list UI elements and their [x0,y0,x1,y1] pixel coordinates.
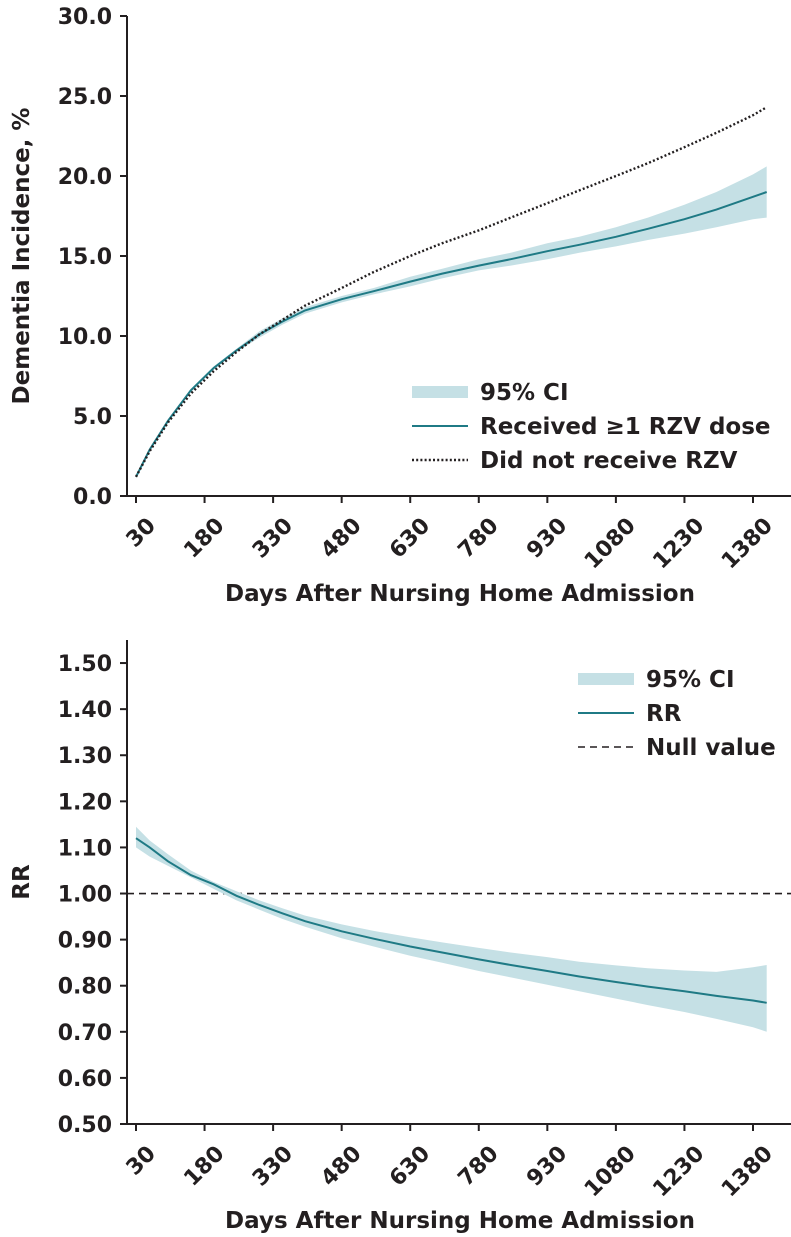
legend: 95% CI Received ≥1 RZV dose Did not receiv… [412,380,771,474]
x-tick-label: 30 [122,1141,161,1180]
y-tick-label: 5.0 [73,405,112,430]
y-tick-label: 0.90 [58,929,112,954]
series-line-rzv [135,191,768,478]
x-tick-label: 930 [522,1141,572,1191]
y-tick-label: 0.0 [73,485,112,510]
x-tick-label: 1380 [717,513,778,574]
x-axis-title: Days After Nursing Home Admission [225,1208,695,1234]
y-tick-label: 1.00 [58,883,112,908]
x-tick-label: 630 [385,1141,435,1191]
y-tick-label: 1.50 [58,652,112,677]
y-tick-label: 1.10 [58,836,112,861]
legend: 95% CI RR Null value [578,667,776,761]
legend-label: 95% CI [480,380,569,406]
x-tick-label: 1080 [580,513,641,574]
x-tick-label: 630 [385,513,435,563]
y-tick-label: 30.0 [58,5,112,30]
y-tick-label: 0.70 [58,1021,112,1046]
x-tick-label: 1080 [580,1141,641,1202]
x-tick-label: 1380 [717,1141,778,1202]
y-tick-label: 1.30 [58,744,112,769]
legend-item: 95% CI [412,380,569,406]
chart-panel-2: 0.50 0.60 0.70 0.80 0.90 1.00 1.10 1.20 1.30 1.40… [9,640,791,1234]
y-tick-label: 25.0 [58,85,112,110]
x-axis-title: Days After Nursing Home Admission [225,581,695,607]
x-tick-label: 180 [179,513,229,563]
legend-item: Received ≥1 RZV dose [412,414,771,440]
y-tick-label: 20.0 [58,165,112,190]
ci-band [136,826,767,1032]
y-tick-label: 0.50 [58,1113,112,1138]
legend-label: Did not receive RZV [480,448,738,474]
y-tick-label: 10.0 [58,325,112,350]
y-tick-label: 0.80 [58,975,112,1000]
legend-label: Received ≥1 RZV dose [480,414,771,440]
x-tick-label: 1230 [648,1141,709,1202]
y-tick-label: 15.0 [58,245,112,270]
x-tick-label: 480 [316,513,366,563]
x-tick-label: 480 [316,1141,366,1191]
y-tick-label: 0.60 [58,1067,112,1092]
y-tick-label: 1.40 [58,698,112,723]
x-tick-label: 1230 [648,513,709,574]
chart-panel-1: 0.0 5.0 10.0 15.0 20.0 25.0 30.0 30 180 330 480 630… [9,5,791,607]
legend-item: 95% CI [578,667,735,693]
legend-item: RR [578,701,682,727]
x-tick-label: 780 [454,513,504,563]
x-tick-label: 330 [248,513,298,563]
x-tick-label: 30 [122,513,161,552]
legend-label: RR [646,701,682,727]
legend-item: Null value [578,735,776,761]
x-tick-label: 780 [454,1141,504,1191]
legend-label: Null value [646,735,776,761]
x-tick-label: 180 [179,1141,229,1191]
y-axis-title: RR [9,864,35,900]
x-tick-label: 930 [522,513,572,563]
legend-item: Did not receive RZV [412,448,738,474]
ci-band [136,166,767,479]
legend-label: 95% CI [646,667,735,693]
y-tick-label: 1.20 [58,790,112,815]
x-tick-label: 330 [248,1141,298,1191]
series-line-rzv [135,837,767,1004]
y-axis-title: Dementia Incidence, % [9,108,35,405]
